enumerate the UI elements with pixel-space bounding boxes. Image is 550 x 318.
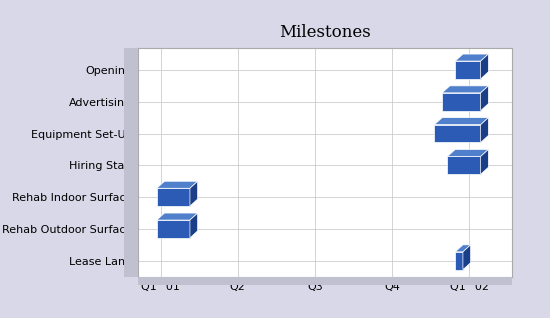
Polygon shape bbox=[481, 54, 488, 79]
Polygon shape bbox=[157, 181, 197, 188]
Bar bbox=[442, 93, 481, 111]
Polygon shape bbox=[463, 245, 471, 270]
Bar bbox=[434, 125, 481, 142]
Bar bbox=[455, 61, 481, 79]
Bar bbox=[157, 220, 190, 238]
Polygon shape bbox=[157, 213, 197, 220]
Polygon shape bbox=[455, 54, 488, 61]
Polygon shape bbox=[481, 149, 488, 174]
Polygon shape bbox=[448, 149, 488, 156]
Polygon shape bbox=[442, 86, 488, 93]
Bar bbox=[448, 156, 481, 174]
Polygon shape bbox=[190, 213, 197, 238]
Title: Milestones: Milestones bbox=[279, 24, 370, 41]
Polygon shape bbox=[190, 181, 197, 206]
Polygon shape bbox=[455, 245, 471, 252]
Polygon shape bbox=[481, 118, 488, 142]
Polygon shape bbox=[434, 118, 488, 125]
Bar bbox=[455, 252, 463, 270]
Bar bbox=[157, 188, 190, 206]
Polygon shape bbox=[481, 86, 488, 111]
